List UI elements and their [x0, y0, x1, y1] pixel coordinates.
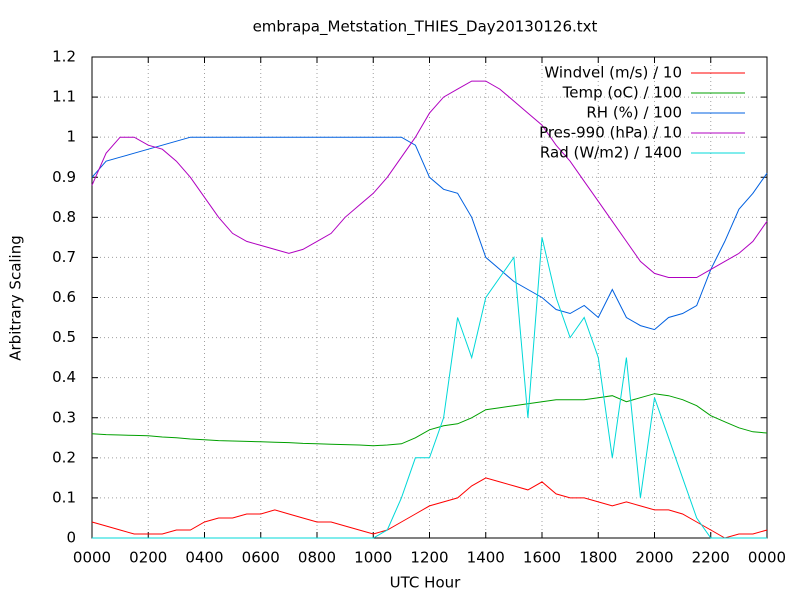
- x-axis-label: UTC Hour: [390, 574, 461, 592]
- y-tick-label: 1: [66, 128, 76, 146]
- y-tick-label: 0.5: [52, 328, 76, 346]
- x-tick-label: 1000: [354, 549, 392, 567]
- x-tick-label: 0000: [748, 549, 786, 567]
- y-tick-label: 0.3: [52, 408, 76, 426]
- x-tick-label: 0000: [73, 549, 111, 567]
- y-tick-label: 0.9: [52, 168, 76, 186]
- x-tick-label: 0800: [298, 549, 336, 567]
- legend-label: Windvel (m/s) / 10: [544, 64, 682, 82]
- y-tick-label: 0.6: [52, 288, 76, 306]
- x-tick-label: 0600: [242, 549, 280, 567]
- x-tick-label: 2000: [635, 549, 673, 567]
- legend-label: Pres-990 (hPa) / 10: [539, 124, 682, 142]
- x-tick-label: 1600: [523, 549, 561, 567]
- y-tick-label: 0.2: [52, 448, 76, 466]
- y-tick-label: 0.4: [52, 368, 76, 386]
- x-tick-label: 2200: [692, 549, 730, 567]
- x-tick-label: 1200: [410, 549, 448, 567]
- y-tick-label: 0.8: [52, 208, 76, 226]
- series-line: [91, 136, 768, 331]
- y-tick-label: 1.1: [52, 88, 76, 106]
- series-line: [92, 237, 767, 539]
- series-line: [91, 393, 768, 447]
- y-tick-label: 1.2: [52, 48, 76, 66]
- series-line: [91, 80, 768, 278]
- y-tick-label: 0.7: [52, 248, 76, 266]
- y-tick-label: 0.1: [52, 488, 76, 506]
- series-line: [91, 477, 768, 539]
- legend-label: Temp (oC) / 100: [562, 84, 682, 102]
- y-axis-label: Arbitrary Scaling: [7, 235, 25, 361]
- y-tick-label: 0: [66, 529, 76, 547]
- chart-title: embrapa_Metstation_THIES_Day20130126.txt: [253, 18, 598, 37]
- x-tick-label: 0200: [129, 549, 167, 567]
- x-tick-label: 1800: [579, 549, 617, 567]
- x-tick-label: 1400: [467, 549, 505, 567]
- legend-label: Rad (W/m2) / 1400: [540, 144, 682, 162]
- plot-border: [91, 56, 768, 539]
- x-tick-label: 0400: [185, 549, 223, 567]
- legend-label: RH (%) / 100: [586, 104, 682, 122]
